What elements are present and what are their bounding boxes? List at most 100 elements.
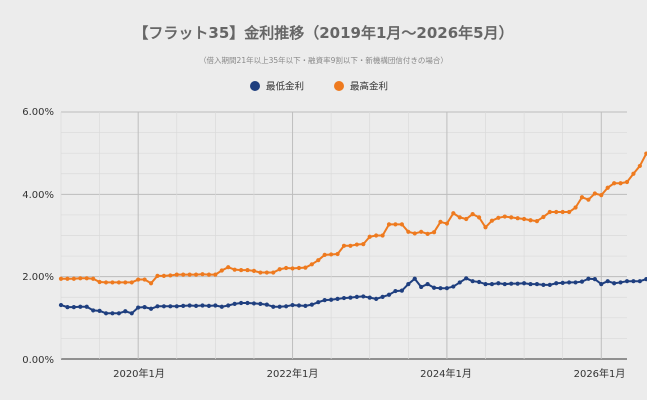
data-point [219,304,224,309]
data-point [457,280,462,285]
data-point [605,185,610,190]
data-point [129,311,134,316]
data-point [348,243,353,248]
data-point [624,179,630,185]
legend-label-min-rate: 最低金利 [266,81,304,93]
data-point [335,296,340,301]
data-point [534,218,540,224]
data-point [129,280,134,285]
data-point [322,252,327,257]
data-point [161,304,167,309]
data-point [264,302,269,307]
chart-subtitle: （借入期間21年以上35年以下・融資率9割以下・新機構団信付きの場合） [199,55,448,65]
data-point [386,222,392,227]
data-point [496,281,501,286]
data-point [309,262,314,267]
data-point [206,272,212,277]
data-point [631,171,636,176]
data-point [206,303,212,308]
data-point [148,281,154,286]
legend-marker-min-rate [250,81,260,91]
data-point [258,270,263,275]
data-point [586,197,591,202]
data-point [502,281,507,287]
data-point [168,273,173,278]
data-point [470,211,475,217]
data-point [316,300,321,305]
data-point [374,296,379,301]
data-point [341,243,347,248]
y-tick-label: 0.00% [22,355,54,366]
data-point [644,151,647,156]
data-point [541,282,546,287]
data-point [586,276,591,281]
data-point [174,304,179,309]
x-tick-label: 2020年1月 [113,367,165,380]
data-point [148,306,154,311]
data-point [136,277,141,282]
gridlines [60,111,627,360]
data-point [534,281,540,287]
data-point [412,276,417,281]
data-point [116,311,121,316]
data-point [264,270,269,275]
data-point [200,272,205,277]
data-point [637,163,642,169]
data-point [354,294,359,299]
data-point [84,276,89,281]
data-point [612,281,617,286]
data-point [213,272,218,277]
y-tick-label: 2.00% [22,272,54,283]
data-point [123,309,128,314]
data-point [470,279,475,284]
data-point [393,288,398,294]
data-point [573,280,578,285]
data-point [296,265,302,271]
data-point [547,282,552,287]
data-point [71,305,76,310]
data-point [451,284,456,289]
series-1 [58,151,647,286]
data-point [541,214,546,220]
data-point [91,276,96,281]
data-point [142,277,147,282]
data-point [386,292,392,297]
data-point [406,281,411,287]
data-point [567,280,572,285]
data-point [329,297,334,302]
data-point [58,276,64,281]
data-point [329,252,334,257]
data-point [238,300,244,306]
x-tick-label: 2026年1月 [574,367,626,380]
data-point [187,272,192,277]
data-point [438,219,443,225]
data-point [644,277,647,282]
x-tick-label: 2022年1月 [267,367,319,380]
data-point [560,280,565,285]
data-point [245,267,250,273]
data-point [155,273,160,278]
data-point [58,302,64,308]
data-point [142,305,147,310]
data-point [547,209,552,215]
data-point [612,181,617,186]
data-point [438,286,443,291]
data-point [457,215,462,220]
data-point [515,216,520,221]
data-point [444,221,450,226]
data-point [103,280,109,285]
data-point [631,279,636,284]
data-point [367,295,372,300]
data-point [277,267,282,272]
data-point [303,265,308,270]
data-point [399,222,404,227]
data-point [406,229,411,234]
data-point [361,294,366,299]
data-point [226,303,231,308]
data-point [521,216,527,222]
data-point [599,281,604,287]
data-point [579,195,585,200]
data-point [521,281,527,286]
data-point [84,304,89,309]
data-point [316,258,321,263]
